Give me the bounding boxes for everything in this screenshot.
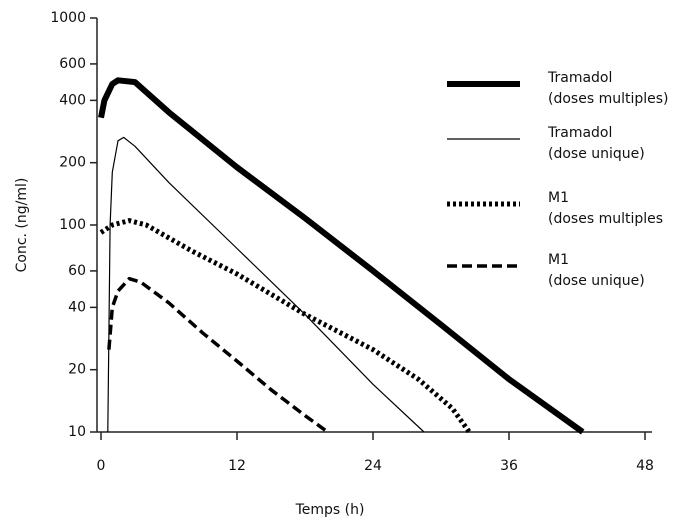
y-tick-label: 400 <box>59 92 86 108</box>
x-axis-label: Temps (h) <box>295 502 365 518</box>
y-tick-label: 200 <box>59 155 86 171</box>
y-tick-label: 40 <box>68 299 86 315</box>
x-tick-label: 48 <box>636 458 654 474</box>
legend-label: M1 (doses multiples <box>548 190 664 227</box>
y-tick-label: 60 <box>68 263 86 279</box>
legend-label: Tramadol (doses multiples) <box>548 70 669 107</box>
x-tick-label: 36 <box>500 458 518 474</box>
legend-label: Tramadol (dose unique) <box>548 125 645 162</box>
legend-label: M1 (dose unique) <box>548 252 645 289</box>
y-tick-label: 1000 <box>50 10 86 26</box>
y-tick-label: 100 <box>59 217 86 233</box>
x-tick-label: 12 <box>228 458 246 474</box>
series-line <box>98 77 585 435</box>
x-tick-label: 24 <box>364 458 382 474</box>
x-tick-label: 0 <box>97 458 106 474</box>
y-tick-label: 600 <box>59 56 86 72</box>
y-tick-label: 10 <box>68 424 86 440</box>
y-axis-label: Conc. (ng/ml) <box>14 178 30 273</box>
series-line <box>99 218 472 434</box>
series-line <box>107 136 425 433</box>
series-line <box>107 276 329 434</box>
y-tick-label: 20 <box>68 362 86 378</box>
